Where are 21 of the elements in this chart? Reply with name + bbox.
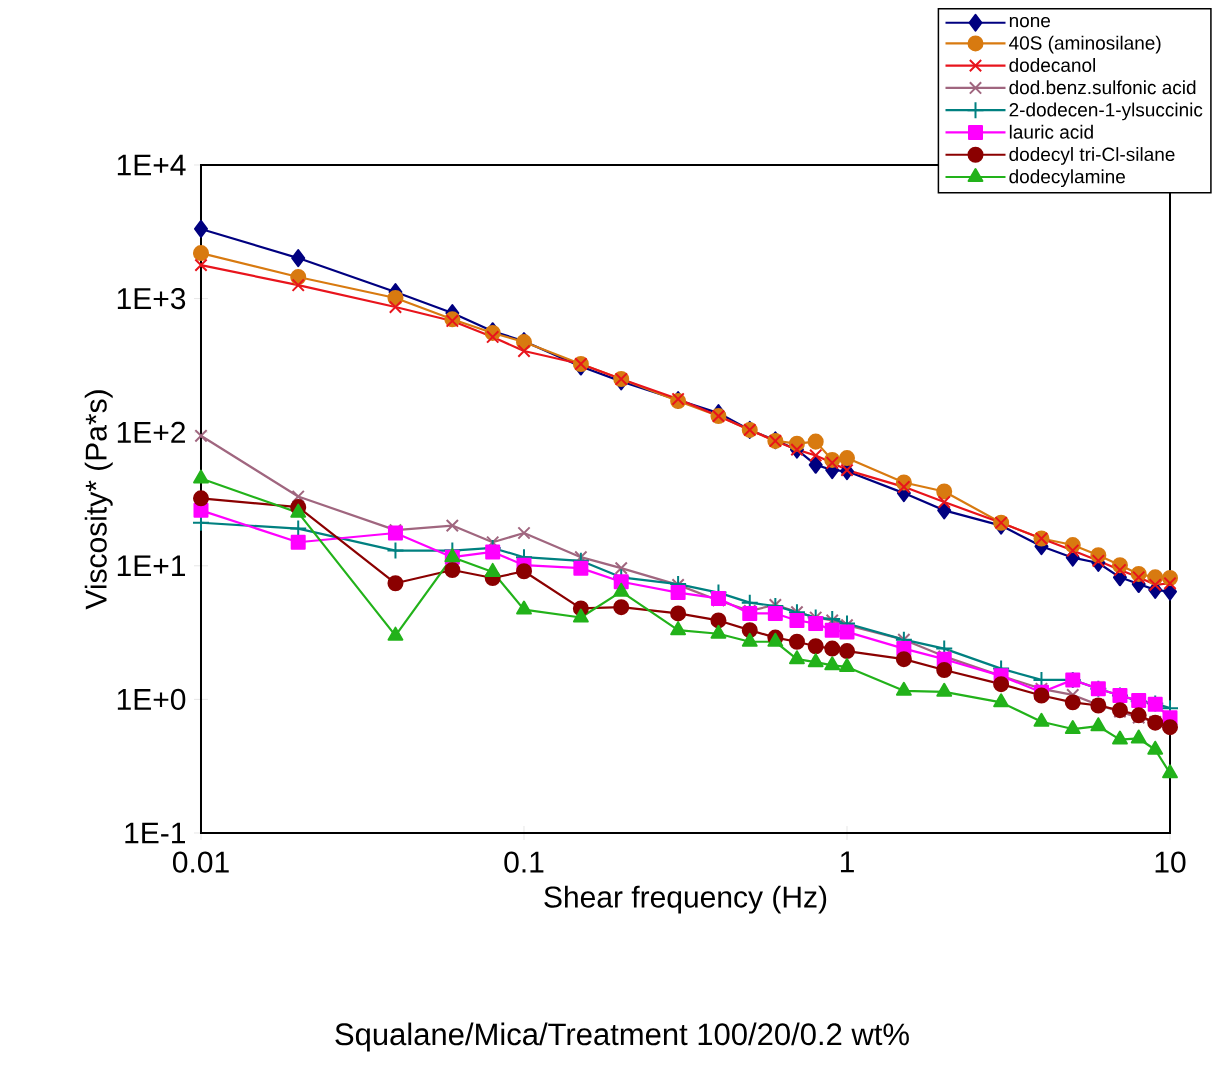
x-tick-label: 10 [1155, 851, 1186, 873]
x-axis-title: Shear frequency (Hz) [544, 885, 827, 914]
y-tick-label: 1E+0 [117, 688, 186, 711]
y-tick-label: 1E+2 [117, 421, 185, 443]
text: Squalane/Mica/Treatment 100/20/0.2 wt% [335, 1022, 909, 1052]
y-axis-title: Viscosity* (Pa*s) [84, 390, 113, 610]
legend-label: dod.benz.sulfonic acid [1009, 80, 1196, 95]
legend-label: lauric acid [1009, 124, 1093, 139]
x-tick-label: 0.01 [172, 851, 229, 873]
legend-label: 2-dodecen-1-ylsuccinic [1009, 102, 1203, 121]
legend-label: dodecanol [1009, 58, 1095, 72]
y-tick-label: 1E-1 [125, 822, 185, 844]
x-tick-label: 0.1 [504, 851, 544, 873]
y-tick-label: 1E+3 [117, 287, 186, 310]
legend-label: 40S (aminosilane) [1009, 35, 1161, 54]
y-tick-label: 1E+1 [117, 555, 185, 577]
legend-label: dodecylamine [1009, 169, 1125, 188]
y-tick-label: 1E+4 [117, 154, 186, 176]
legend-label: none [1009, 16, 1051, 28]
legend-label: dodecyl tri-Cl-silane [1009, 147, 1175, 165]
x-tick-label: 1 [840, 851, 854, 873]
